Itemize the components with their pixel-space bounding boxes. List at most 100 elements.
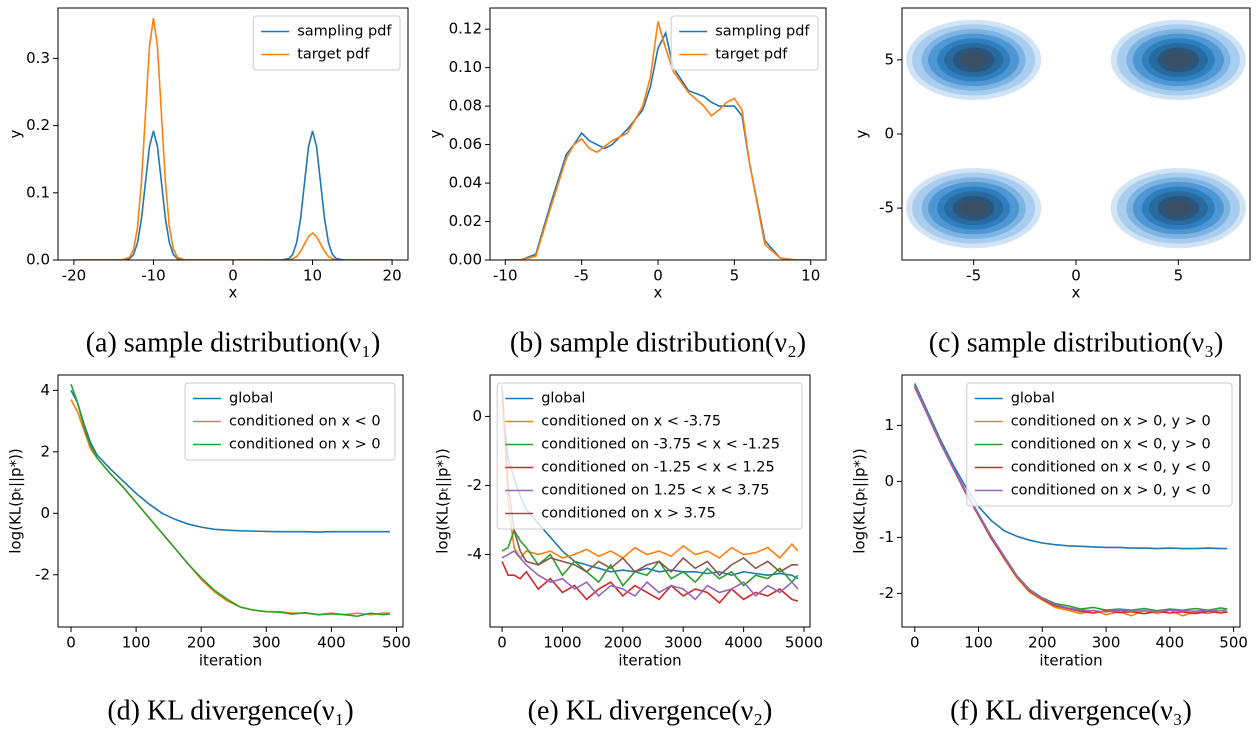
subplot: 0 100 200 300 400 500 -2 0 2 4 iteration log(KL(pₜ|… <box>7 374 411 726</box>
y-tick-label: 1 <box>884 416 894 434</box>
x-tick-label: -10 <box>493 267 518 285</box>
series-line <box>70 383 391 618</box>
legend-label: sampling pdf <box>297 24 392 40</box>
legend-label: global <box>1011 391 1055 407</box>
x-tick-label: 200 <box>1028 634 1057 652</box>
subplot: 0 1000 2000 3000 4000 5000 -4 -2 0 iteration log(K… <box>434 374 823 726</box>
caption: (f) KL divergence(ν₃) <box>950 695 1192 726</box>
x-tick-label: 400 <box>1156 634 1185 652</box>
plot-area <box>501 385 799 604</box>
density-contour <box>1164 52 1192 68</box>
legend: global conditioned on x < 0 conditioned on… <box>184 382 396 461</box>
x-tick-label: 100 <box>964 634 993 652</box>
x-tick-label: 0 <box>1071 267 1081 285</box>
series-line <box>73 17 393 260</box>
x-tick-label: 0 <box>910 634 920 652</box>
plot-area <box>906 19 1246 249</box>
y-tick-label: -5 <box>879 199 894 217</box>
legend-label: target pdf <box>715 47 788 63</box>
x-tick-label: 5000 <box>785 634 823 652</box>
axes-frame <box>901 7 1251 261</box>
x-tick-label: 10 <box>303 267 322 285</box>
y-tick-label: 0.1 <box>26 183 50 201</box>
series-line <box>501 388 799 560</box>
y-tick-label: -2 <box>35 565 50 583</box>
y-tick-label: 0 <box>884 472 894 490</box>
x-tick-label: 5 <box>730 267 740 285</box>
plot-area <box>70 383 391 618</box>
x-tick-label: 500 <box>382 634 411 652</box>
x-axis-label: iteration <box>618 652 681 670</box>
legend-label: global <box>541 391 585 407</box>
x-tick-label: 0 <box>228 267 238 285</box>
y-tick-label: 0.00 <box>449 251 482 269</box>
y-axis-label: y <box>427 129 445 138</box>
legend-box <box>670 15 819 71</box>
y-tick-label: 0.10 <box>449 58 482 76</box>
x-axis-label: x <box>654 284 663 302</box>
legend-label: conditioned on x > 0 <box>229 437 381 453</box>
x-tick-label: 0 <box>497 634 507 652</box>
x-axis-label: x <box>1072 284 1081 302</box>
y-tick-label: -1 <box>879 528 894 546</box>
y-axis-label: y <box>853 129 871 138</box>
subplot: 0 100 200 300 400 500 -2 -1 0 1 iteration log(KL(pₜ… <box>851 374 1248 726</box>
density-contour <box>960 200 988 216</box>
caption: (e) KL divergence(ν₂) <box>528 695 773 726</box>
subplot: -10 -5 0 5 10 0.00 0.02 0.04 0.06 0.08 0.10 0.12 x y (… <box>427 7 827 358</box>
series-line <box>914 383 1228 550</box>
y-tick-label: 2 <box>40 442 50 460</box>
legend-label: conditioned on x < 0, y > 0 <box>1011 437 1211 453</box>
x-axis-label: iteration <box>199 652 262 670</box>
legend-label: conditioned on x > 0, y > 0 <box>1011 414 1211 430</box>
x-tick-label: 5 <box>1174 267 1184 285</box>
x-tick-label: -10 <box>141 267 166 285</box>
axes-frame <box>489 374 811 628</box>
y-tick-label: 5 <box>884 50 894 68</box>
x-tick-label: 300 <box>1092 634 1121 652</box>
series-line <box>73 130 393 260</box>
series-line <box>914 385 1228 613</box>
x-tick-label: -5 <box>966 267 981 285</box>
x-tick-label: 400 <box>317 634 346 652</box>
x-tick-label: 3000 <box>664 634 702 652</box>
caption: (b) sample distribution(ν₂) <box>510 327 806 358</box>
axes-frame <box>57 374 404 628</box>
legend-label: sampling pdf <box>715 24 810 40</box>
x-tick-label: 0 <box>66 634 76 652</box>
series-line <box>501 385 798 577</box>
legend-label: conditioned on x < 0 <box>229 414 381 430</box>
y-tick-label: -4 <box>467 545 482 563</box>
caption: (d) KL divergence(ν₁) <box>107 695 353 726</box>
legend-box <box>966 382 1233 507</box>
x-tick-label: 0 <box>653 267 663 285</box>
x-tick-label: 300 <box>252 634 281 652</box>
axes-frame <box>901 374 1241 628</box>
legend: sampling pdf target pdf <box>252 15 401 71</box>
legend-box <box>184 382 396 461</box>
y-axis-label: y <box>7 129 25 138</box>
y-tick-label: 0.3 <box>26 49 50 67</box>
x-tick-label: 500 <box>1219 634 1248 652</box>
y-axis-label: log(KL(pₜ||p*)) <box>851 448 869 554</box>
axes-frame <box>57 7 409 261</box>
legend-label: global <box>229 391 273 407</box>
x-tick-label: 200 <box>187 634 216 652</box>
x-axis-label: x <box>229 284 238 302</box>
legend-box <box>252 15 401 71</box>
x-tick-label: 1000 <box>543 634 581 652</box>
series-line <box>501 561 799 604</box>
x-tick-label: 2000 <box>604 634 642 652</box>
y-axis-label: log(KL(pₜ||p*)) <box>7 448 25 554</box>
density-contour <box>960 52 988 68</box>
x-tick-label: -5 <box>574 267 589 285</box>
x-axis-label: iteration <box>1039 652 1102 670</box>
x-tick-label: 10 <box>801 267 820 285</box>
legend-label: conditioned on -1.25 < x < 1.25 <box>541 460 775 476</box>
legend-label: conditioned on x < -3.75 <box>541 414 721 430</box>
subplot: -20 -10 0 10 20 0.0 0.1 0.2 0.3 x y (a) sample dist… <box>7 7 409 358</box>
series-line <box>505 21 811 260</box>
series-line <box>501 528 799 587</box>
subplot: -5 0 5 -5 0 5 x y (c) sample distribution(ν₃) <box>853 7 1251 358</box>
